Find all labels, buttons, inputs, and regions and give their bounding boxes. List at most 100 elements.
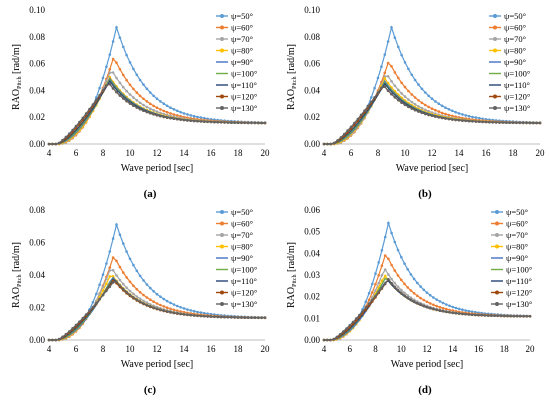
data-point (377, 261, 381, 264)
legend-label: ψ=100° (231, 265, 257, 275)
data-point (383, 268, 387, 271)
data-point (176, 117, 179, 121)
data-point (118, 278, 122, 282)
data-point (425, 305, 429, 309)
data-point (230, 316, 233, 319)
legend-marker (495, 302, 499, 306)
x-tick-label: 6 (74, 344, 79, 354)
data-point (329, 142, 333, 146)
data-point (145, 301, 149, 305)
data-point (149, 102, 152, 106)
legend-label: ψ=90° (231, 57, 253, 67)
data-point (203, 116, 206, 120)
legend-marker (493, 14, 497, 18)
data-point (471, 120, 474, 123)
data-point (397, 45, 400, 49)
data-point (105, 282, 108, 286)
data-point (128, 257, 132, 261)
data-point (179, 114, 182, 118)
data-point (64, 135, 68, 139)
data-point (108, 75, 112, 79)
data-point (78, 120, 81, 124)
data-point (128, 289, 132, 293)
data-point (128, 293, 132, 297)
legend-label: ψ=120° (506, 288, 532, 298)
data-point (467, 309, 471, 313)
data-point (390, 231, 393, 235)
x-tick-label: 4 (322, 344, 327, 354)
x-tick-label: 20 (261, 344, 271, 354)
data-point (393, 285, 397, 289)
legend-marker (493, 94, 497, 99)
legend: ψ=50° ψ=60°ψ=70° ψ=80°ψ=90° ψ=100°ψ=110° ψ=1… (489, 11, 530, 113)
legend-marker (220, 221, 224, 226)
data-point (196, 115, 199, 119)
data-point (441, 306, 445, 310)
data-point (417, 99, 420, 102)
data-point (491, 121, 495, 124)
data-point (356, 117, 360, 121)
data-point (348, 324, 352, 327)
legend-label: ψ=90° (231, 253, 253, 263)
data-point (115, 259, 118, 263)
data-point (406, 296, 410, 300)
legend-label: ψ=50° (231, 11, 253, 21)
data-point (122, 242, 125, 245)
data-point (425, 300, 429, 304)
data-point (486, 314, 490, 317)
data-point (74, 323, 78, 327)
x-tick-label: 20 (526, 344, 536, 354)
data-point (393, 84, 397, 88)
data-point (474, 313, 477, 317)
data-point (115, 280, 118, 283)
data-point (122, 287, 125, 291)
data-point (430, 107, 434, 110)
data-point (142, 293, 145, 297)
data-point (400, 53, 403, 57)
data-point (438, 305, 442, 309)
legend-label: ψ=110° (231, 80, 257, 90)
data-point (199, 314, 203, 318)
data-point (461, 308, 464, 312)
data-point (371, 282, 374, 286)
data-point (383, 254, 387, 257)
data-point (145, 87, 149, 91)
data-point (428, 293, 432, 297)
data-point (380, 264, 384, 268)
data-point (176, 312, 179, 315)
series-line (324, 277, 531, 341)
data-point (403, 282, 406, 286)
data-point (250, 316, 253, 320)
data-point (444, 112, 447, 116)
data-point (470, 313, 474, 317)
data-point (169, 112, 172, 115)
data-point (155, 114, 159, 117)
x-tick-label: 16 (474, 344, 484, 354)
data-point (332, 337, 336, 341)
y-tick-label: 0.08 (29, 32, 45, 42)
data-point (374, 294, 377, 298)
data-point (361, 310, 364, 313)
data-point (464, 114, 468, 117)
data-point (522, 315, 525, 318)
x-axis-label: Wave period [sec] (396, 163, 469, 174)
legend-label: ψ=130° (231, 299, 257, 309)
data-point (142, 299, 145, 303)
legend-label: ψ=80° (231, 46, 253, 56)
chart-panel-1: 0.00 0.02 0.04 0.06 0.08 0.10 4 6 8 10 12 14 16 18 20 W… (11, 5, 270, 200)
legend-marker (220, 48, 224, 53)
data-point (505, 121, 508, 124)
data-point (538, 121, 542, 125)
data-point (393, 269, 397, 272)
data-point (125, 78, 128, 82)
data-point (326, 142, 329, 146)
x-tick-label: 12 (153, 344, 162, 354)
data-point (484, 120, 488, 124)
data-point (176, 304, 179, 308)
data-point (125, 276, 128, 279)
data-point (457, 112, 461, 115)
data-point (407, 67, 410, 71)
data-point (162, 115, 166, 119)
data-point (461, 312, 464, 316)
data-point (403, 103, 407, 107)
